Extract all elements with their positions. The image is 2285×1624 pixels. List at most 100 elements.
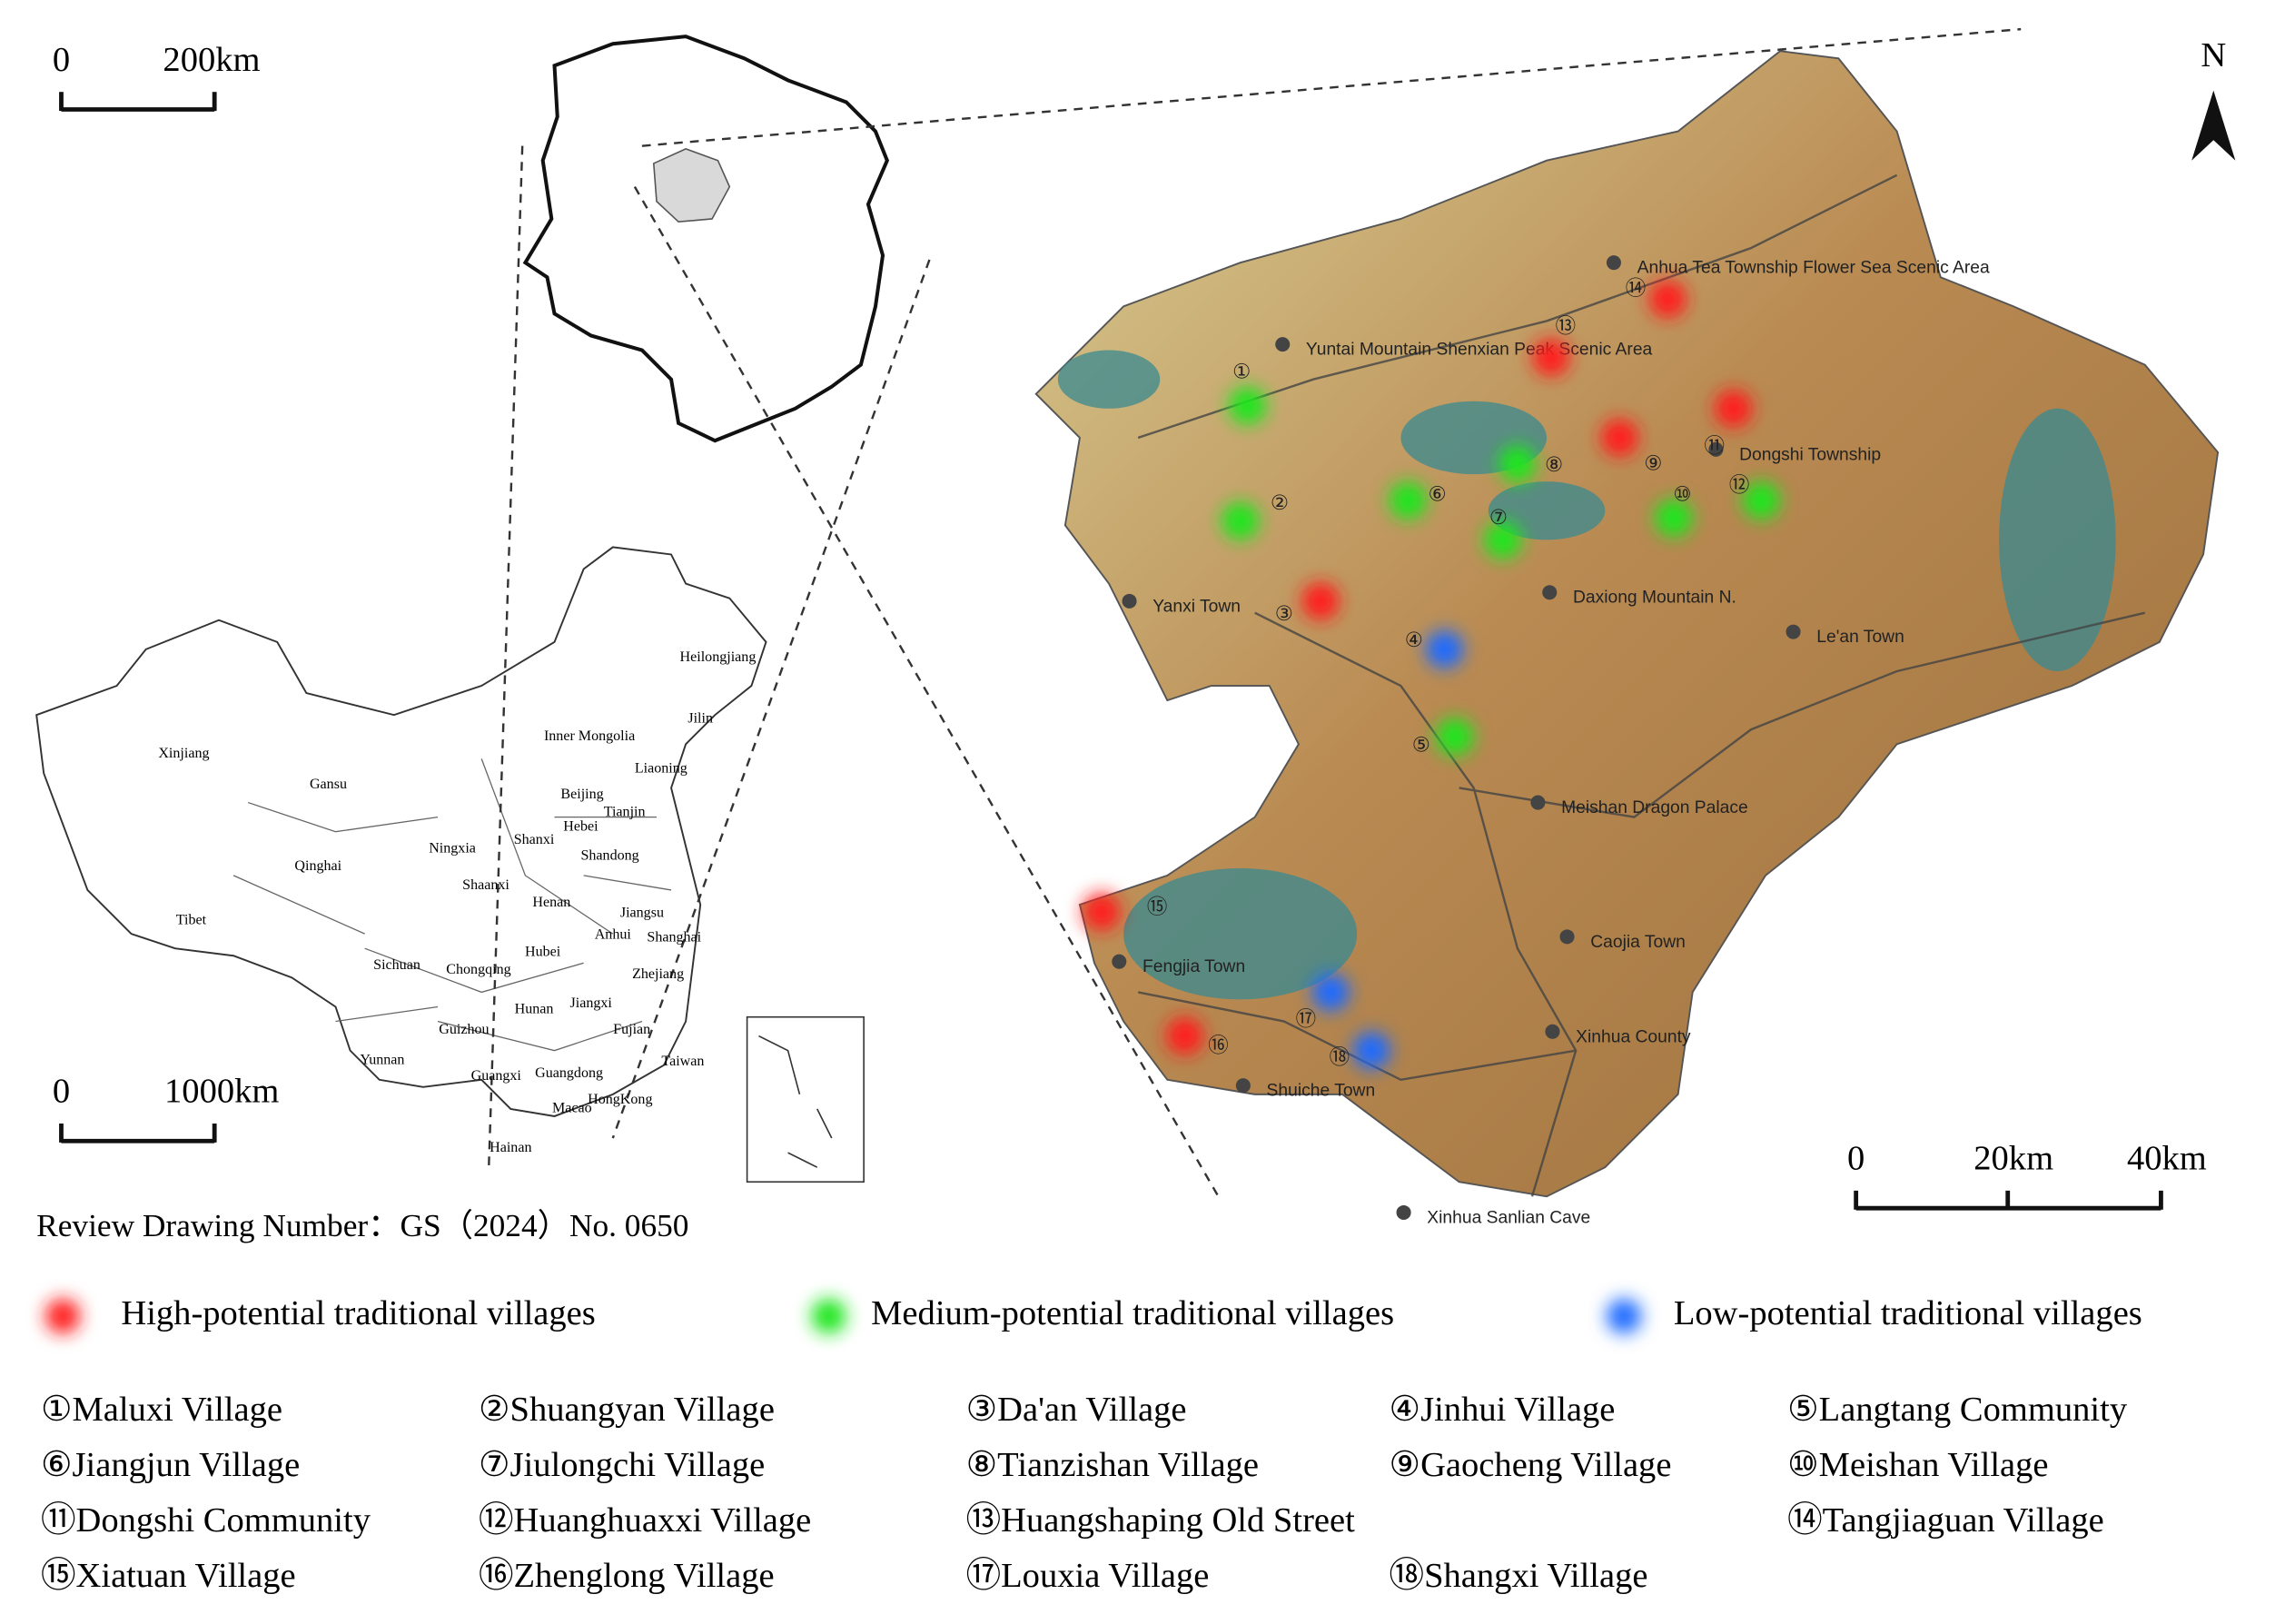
village-list-item: ⑨Gaocheng Village [1390,1446,1672,1484]
village-list-item: ⑤Langtang Community [1787,1391,2128,1429]
province-label: Gansu [310,777,347,792]
village-marker: ⑫ [1729,474,1749,497]
village-point [1435,718,1474,757]
village-number: ⑤ [1787,1391,1819,1429]
village-marker: ④ [1405,629,1423,651]
village-name: Gaocheng Village [1420,1446,1671,1484]
village-list-item: ③Da'an Village [966,1391,1187,1429]
village-marker: ⑬ [1556,315,1576,338]
legend-label: Low-potential traditional villages [1674,1294,2142,1332]
place-icon [1785,624,1801,639]
province-label: Chongqing [446,962,510,977]
scale-label: 0 [53,1073,70,1111]
village-number: ① [41,1391,73,1429]
province-label: Heilongjiang [680,649,757,665]
village-number: ④ [1390,1391,1421,1429]
place-icon [1530,795,1546,810]
scale-label: 20km [1973,1140,2053,1178]
place-label: Daxiong Mountain N. [1573,589,1736,608]
village-number: ⑦ [479,1446,510,1484]
village-list-item: ⑬Huangshaping Old Street [966,1501,1356,1540]
village-marker: ⑱ [1330,1045,1350,1068]
province-label: Jiangsu [620,905,664,920]
village-name: Dongshi Community [76,1501,371,1540]
province-label: Tianjin [604,804,646,819]
province-borders [232,758,672,1052]
village-name: Huangshaping Old Street [1001,1501,1355,1540]
province-label: Hubei [525,945,561,960]
province-label: Sichuan [373,957,420,973]
village-name: Tianzishan Village [997,1446,1259,1484]
province-label: Hebei [563,819,598,835]
village-point [1648,280,1687,319]
place-icon [1396,1204,1411,1221]
village-marker: ⑩ [1673,482,1691,505]
place-label: Yanxi Town [1152,597,1241,616]
village-list-item: ⑯Zhenglong Village [479,1557,775,1595]
village-number: ⑱ [1390,1557,1425,1595]
place-label: Meishan Dragon Palace [1561,798,1748,817]
village-number: ③ [966,1391,998,1429]
village-marker: ② [1271,491,1289,514]
province-label: Shandong [580,848,638,864]
place-label: Shuiche Town [1267,1082,1376,1101]
village-marker: ⑧ [1545,453,1563,476]
province-label: Shanxi [514,832,555,847]
village-number: ⑭ [1787,1501,1823,1540]
north-label: N [2201,36,2226,74]
place-icon [1559,929,1575,945]
village-point [1352,1031,1391,1070]
province-label: Ningxia [429,841,476,857]
village-marker: ⑮ [1147,896,1167,918]
legend-label: High-potential traditional villages [121,1294,595,1332]
village-point [1742,481,1781,520]
village-marker: ③ [1275,602,1293,625]
place-icon [1542,585,1558,600]
place-icon [1275,337,1291,352]
village-number: ⑰ [966,1557,1002,1595]
village-list-item: ⑪Dongshi Community [41,1501,371,1540]
village-point [1165,1016,1204,1055]
place-label: Yuntai Mountain Shenxian Peak Scenic Are… [1306,341,1653,360]
village-list-item: ⑰Louxia Village [966,1557,1210,1595]
terrain-lowlands [1057,350,2116,1000]
province-label: Macao [552,1101,592,1116]
province-label: Jilin [687,711,713,727]
village-name: Shuangyan Village [510,1391,775,1429]
village-name: Da'an Village [997,1391,1186,1429]
place-icon [1112,954,1127,969]
province-label: Inner Mongolia [544,728,635,744]
place-icon [1708,441,1724,457]
province-label: Zhejiang [632,966,684,982]
village-list-item: ⑮Xiatuan Village [41,1557,296,1595]
village-marker: ⑨ [1644,452,1662,475]
village-list-item: ⑫Huanghuaxxi Village [479,1501,811,1540]
scale-label: 200km [163,41,260,79]
village-point [1221,501,1260,540]
village-number: ⑧ [966,1446,998,1484]
province-label: Fujian [613,1022,650,1037]
village-point [1083,893,1121,931]
province-label: Hainan [490,1140,531,1155]
village-marker: ⑦ [1489,506,1508,529]
village-point [1714,389,1753,428]
province-label: Henan [532,895,570,910]
place-icon [1235,1078,1251,1094]
village-number: ⑯ [479,1557,514,1595]
village-list-item: ①Maluxi Village [41,1391,282,1429]
village-name: Huanghuaxxi Village [514,1501,812,1540]
country-outline [35,546,767,1117]
scale-label: 0 [1847,1140,1865,1178]
village-number: ⑮ [41,1557,76,1595]
place-label: Fengjia Town [1142,957,1245,976]
province-label: HongKong [588,1092,652,1107]
village-name: Xiatuan Village [76,1557,296,1595]
village-marker: ⑥ [1428,482,1446,505]
village-number: ⑫ [479,1501,514,1540]
village-name: Louxia Village [1001,1557,1209,1595]
place-icon [1122,593,1137,609]
place-icon [1606,255,1621,271]
village-list-item: ④Jinhui Village [1390,1391,1616,1429]
village-marker: ⑯ [1208,1035,1228,1057]
